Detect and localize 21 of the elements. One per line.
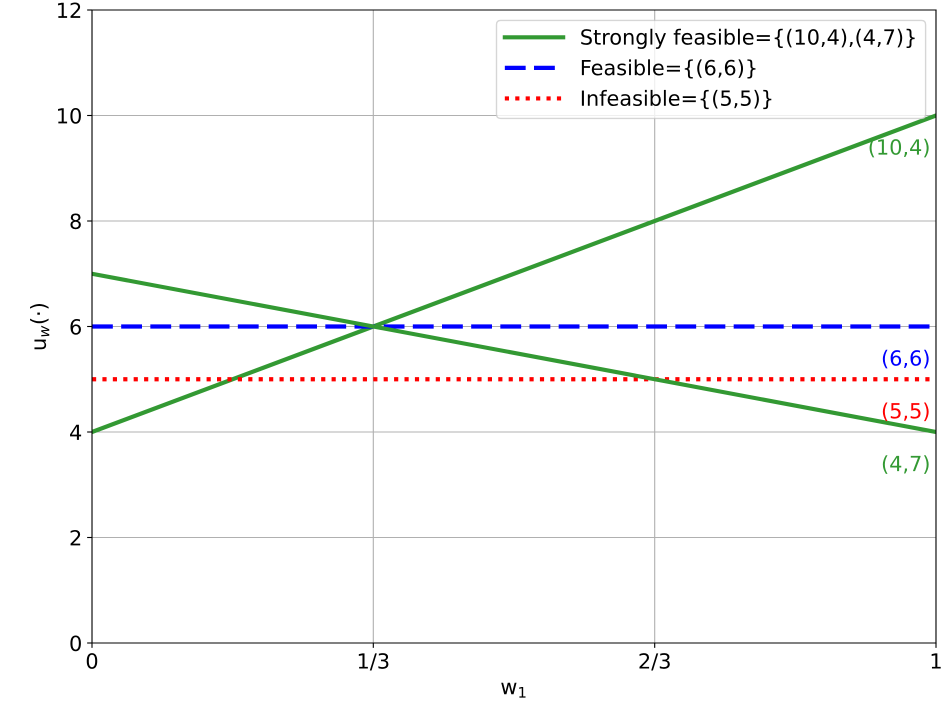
y-tick-label: 6 bbox=[70, 318, 81, 335]
legend-label: Feasible={(6,6)} bbox=[582, 59, 756, 79]
y-tick-label: 0 bbox=[70, 635, 81, 652]
x-tick-label: 0 bbox=[86, 653, 98, 669]
y-tick-label: 10 bbox=[58, 108, 81, 124]
annotation: (5,5) bbox=[882, 402, 929, 422]
x-tick-label: 2/3 bbox=[639, 653, 670, 670]
legend-label: Strongly feasible={(10,4),(4,7)} bbox=[581, 28, 915, 49]
y-tick-label: 12 bbox=[58, 2, 80, 18]
annotation: (4,7) bbox=[882, 455, 929, 474]
y-tick-label: 4 bbox=[70, 424, 82, 440]
line-series bbox=[92, 113, 936, 434]
y-axis-title: u$_{w}$(·) bbox=[30, 304, 50, 350]
y-tick-label: 8 bbox=[70, 213, 81, 230]
annotation: (6,6) bbox=[882, 350, 929, 368]
x-tick-label: 1/3 bbox=[358, 653, 388, 670]
x-tick-label: 1 bbox=[932, 653, 941, 669]
annotation: (10,4) bbox=[870, 138, 929, 158]
y-tick-label: 2 bbox=[70, 530, 80, 546]
x-axis-title: w$_{1}$ bbox=[501, 682, 526, 698]
legend-label: Infeasible={(5,5)} bbox=[582, 90, 772, 110]
